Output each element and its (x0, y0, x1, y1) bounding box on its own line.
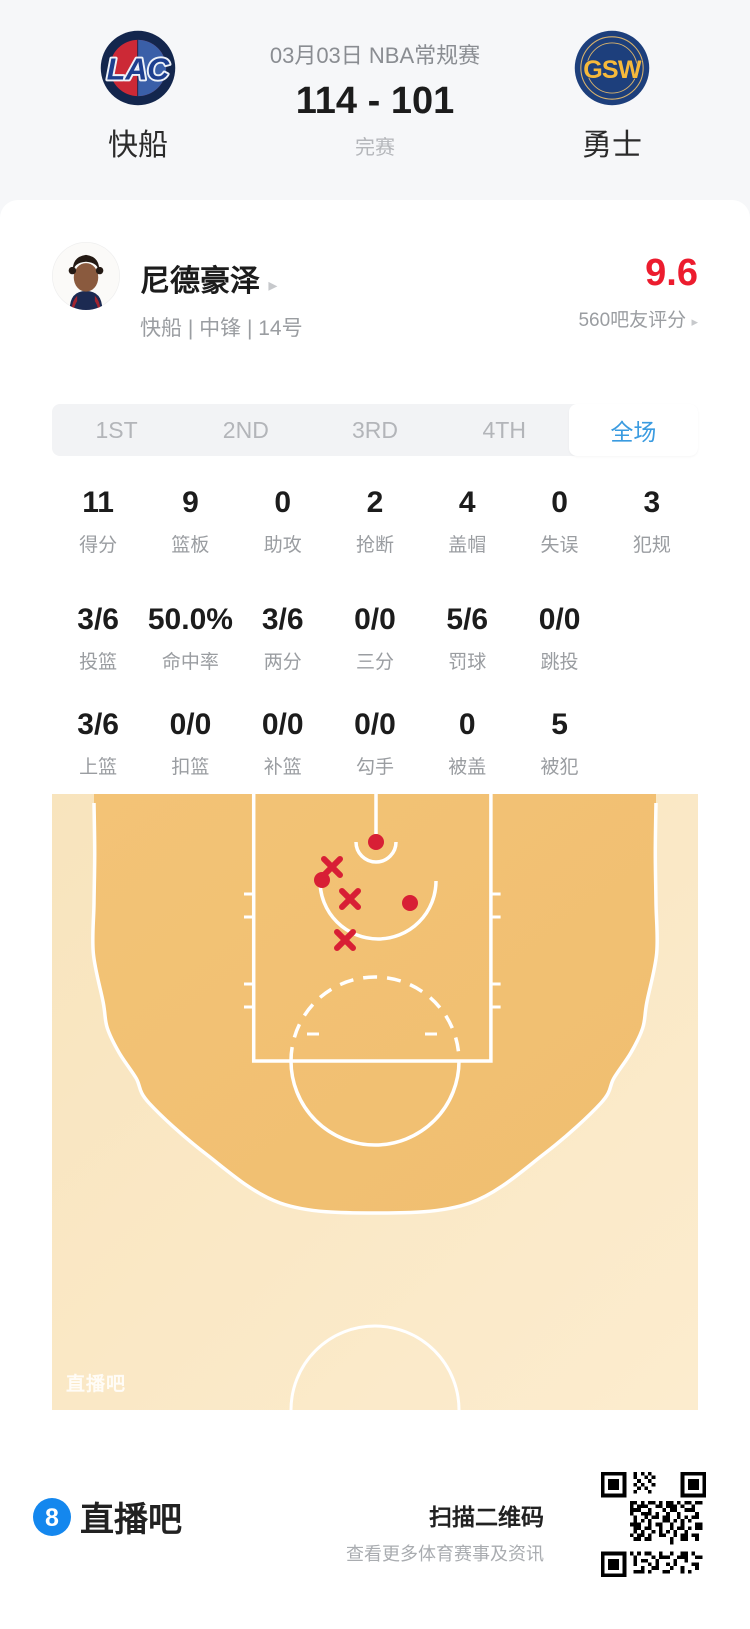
svg-text:LAC: LAC (107, 52, 171, 86)
svg-text:GSW: GSW (583, 56, 642, 84)
svg-text:8: 8 (45, 1504, 59, 1532)
